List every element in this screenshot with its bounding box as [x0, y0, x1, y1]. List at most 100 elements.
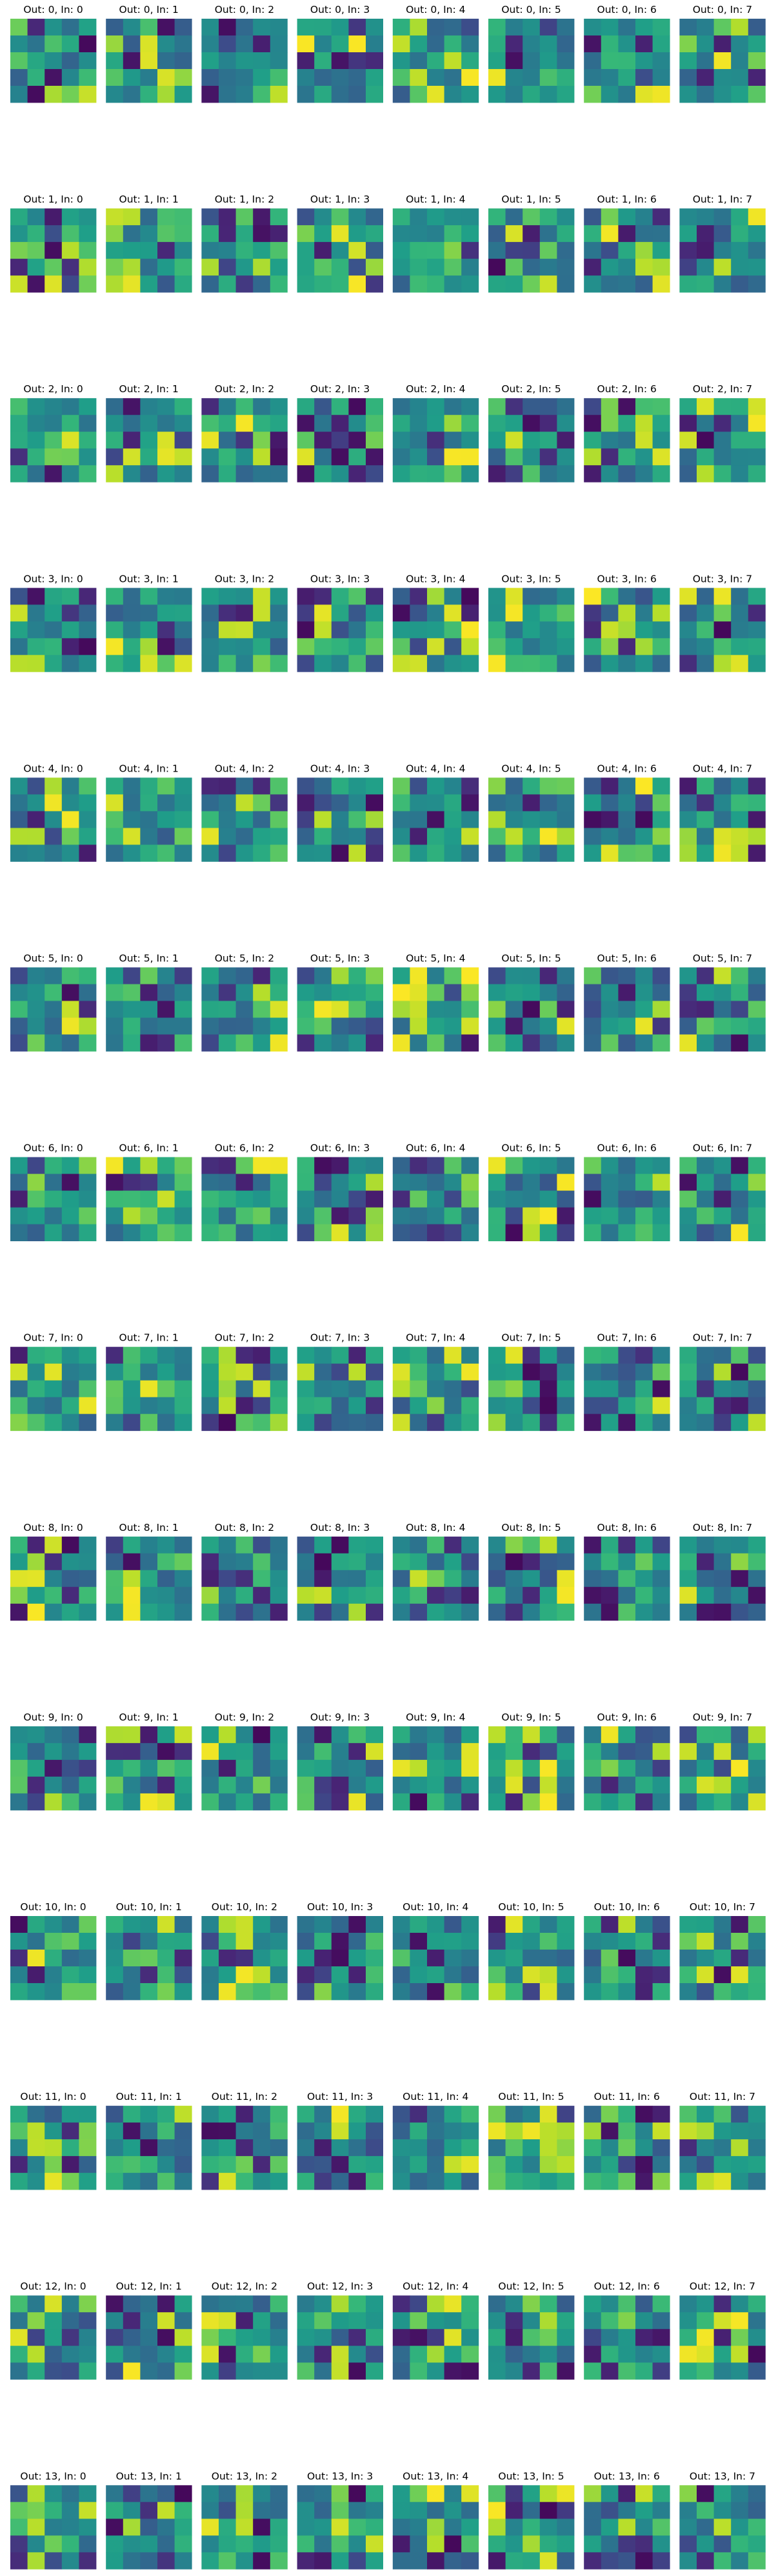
kernel-cell [45, 19, 63, 36]
kernel-cell [79, 1413, 97, 1432]
kernel-heatmap-out0-in7: Out: 0, In: 7 [679, 4, 766, 103]
kernel-cell [584, 1916, 602, 1933]
kernel-cell [505, 984, 523, 1001]
kernel-cell [539, 2535, 557, 2553]
kernel-cell [635, 69, 653, 86]
kernel-cell [331, 465, 349, 483]
kernel-heatmap-out10-in1: Out: 10, In: 1 [106, 1901, 192, 2001]
kernel-cell [523, 69, 541, 86]
kernel-cell [444, 621, 462, 639]
kernel-cell [219, 621, 236, 639]
kernel-cell [713, 1950, 732, 1967]
kernel-cell [713, 52, 732, 70]
kernel-cell [45, 1950, 63, 1967]
kernel-cell [505, 2106, 523, 2123]
kernel-cell [652, 1190, 670, 1208]
kernel-cell [174, 1413, 192, 1432]
kernel-cell [270, 1224, 288, 1241]
kernel-cell [679, 448, 697, 466]
kernel-cell [235, 2485, 254, 2502]
kernel-cell [314, 1983, 332, 2001]
kernel-cell [10, 1346, 28, 1364]
kernel-cell [123, 242, 141, 259]
kernel-cell [601, 2173, 619, 2190]
kernel-cell [601, 2535, 619, 2553]
kernel-cell [219, 465, 236, 483]
kernel-cell [539, 2139, 557, 2157]
kernel-cell [601, 1966, 619, 1984]
kernel-cell [140, 1776, 158, 1794]
kernel-cell [731, 1017, 749, 1035]
kernel-cell [297, 1983, 315, 2001]
kernel-cell [697, 844, 714, 862]
kernel-cell [314, 2312, 332, 2330]
kernel-cell [140, 2519, 158, 2536]
kernel-cell [505, 1759, 523, 1777]
kernel-cell [618, 1933, 636, 1950]
kernel-cell [410, 655, 428, 672]
kernel-cell [366, 415, 383, 432]
kernel-cell [601, 1536, 619, 1554]
kernel-cell [253, 1207, 271, 1224]
kernel-cell [123, 1950, 141, 1967]
kernel-cell [557, 2502, 575, 2519]
kernel-cell [652, 208, 670, 226]
kernel-cell [697, 86, 714, 103]
kernel-cell [61, 1157, 79, 1174]
kernel-cell [45, 2362, 63, 2380]
kernel-cell [61, 259, 79, 276]
kernel-cell [314, 19, 332, 36]
kernel-title: Out: 7, In: 6 [597, 1332, 657, 1344]
kernel-cell [392, 1776, 410, 1794]
kernel-cell [253, 2156, 271, 2173]
kernel-cell [539, 52, 557, 70]
kernel-cell [79, 2485, 97, 2502]
kernel-cell [270, 1933, 288, 1950]
kernel-cell [348, 1207, 366, 1224]
kernel-cell [45, 844, 63, 862]
kernel-cell [444, 52, 462, 70]
kernel-title: Out: 6, In: 1 [119, 1143, 179, 1154]
kernel-cell [106, 1742, 124, 1761]
kernel-cell [140, 1793, 158, 1811]
kernel-cell [618, 2362, 636, 2380]
kernel-cell [201, 1207, 219, 1224]
kernel-cell [392, 1001, 410, 1018]
kernel-cell [106, 2346, 124, 2363]
kernel-cell [697, 225, 714, 243]
kernel-cell [235, 1553, 254, 1571]
kernel-cell [253, 1553, 271, 1571]
kernel-cell [635, 967, 653, 984]
kernel-cell [679, 1553, 697, 1571]
kernel-cell [444, 1793, 462, 1811]
kernel-cell [697, 52, 714, 70]
kernel-cell [618, 794, 636, 812]
kernel-cell [348, 2552, 366, 2570]
kernel-cell [297, 1586, 315, 1604]
kernel-cell [174, 259, 192, 276]
kernel-cell [679, 1034, 697, 1052]
kernel-cell [539, 415, 557, 432]
kernel-cell [461, 1933, 479, 1950]
kernel-cell [219, 2295, 236, 2313]
kernel-cell [557, 1759, 575, 1777]
kernel-cell [748, 1536, 766, 1554]
kernel-title: Out: 6, In: 4 [406, 1143, 465, 1154]
kernel-title: Out: 9, In: 1 [119, 1712, 179, 1723]
kernel-cell [45, 638, 63, 655]
kernel-cell [270, 1034, 288, 1052]
kernel-cell [488, 398, 506, 415]
kernel-cell [201, 1776, 219, 1794]
kernel-cell [731, 638, 749, 655]
kernel-cell [366, 1207, 383, 1224]
kernel-cell [557, 2106, 575, 2123]
kernel-cell [652, 448, 670, 466]
kernel-cell [461, 811, 479, 828]
kernel-cell [748, 1916, 766, 1933]
kernel-cell [584, 621, 602, 639]
kernel-cell [235, 1570, 254, 1588]
kernel-cell [461, 448, 479, 466]
kernel-cell [174, 2552, 192, 2570]
kernel-cell [314, 1742, 332, 1761]
kernel-cell [10, 604, 28, 622]
